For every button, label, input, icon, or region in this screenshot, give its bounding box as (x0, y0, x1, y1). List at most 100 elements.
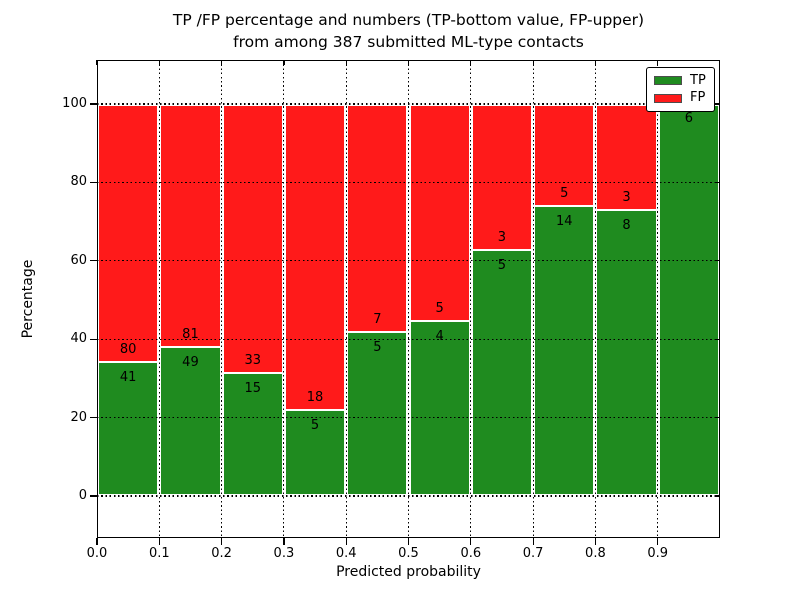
bar-value-label-tp: 41 (119, 370, 137, 386)
bar-value-label-tp: 49 (182, 355, 199, 371)
bar-value-label-fp: 5 (560, 186, 569, 202)
y-axis-tick (90, 338, 97, 340)
legend-label-fp: FP (690, 90, 706, 106)
x-axis-tick-top (532, 60, 534, 65)
x-axis-tick (221, 538, 223, 545)
x-axis-tick-top (158, 60, 160, 65)
x-axis-tick (283, 538, 285, 545)
plot-frame (97, 60, 720, 538)
bar-segment-fp (595, 104, 658, 211)
x-axis-tick (532, 538, 534, 545)
x-axis-tick-top (283, 60, 285, 65)
y-tick-label: 100 (62, 96, 87, 111)
x-tick-label: 0.9 (647, 546, 669, 561)
x-axis-tick (96, 538, 98, 545)
y-tick-label: 80 (70, 174, 87, 190)
bar-segment-fp (159, 104, 222, 349)
grid-line-vertical (532, 60, 534, 538)
x-axis-tick (594, 538, 597, 545)
x-tick-label: 0.6 (460, 546, 482, 561)
grid-line-horizontal (97, 260, 720, 262)
y-axis-tick (90, 103, 97, 105)
grid-line-horizontal (97, 181, 720, 183)
legend-swatch-fp (654, 93, 682, 103)
x-axis-tick (657, 538, 659, 545)
chart-title-line2: from among 387 submitted ML-type contact… (233, 33, 584, 51)
y-axis-tick-right (715, 103, 720, 105)
y-axis-tick-right (715, 181, 720, 184)
x-axis-tick (407, 538, 410, 545)
bar-value-label-tp: 8 (622, 217, 631, 233)
bar-value-label-tp: 5 (310, 417, 320, 433)
x-tick-label: 0.5 (398, 546, 419, 561)
y-tick-label: 40 (70, 331, 87, 347)
grid-line-horizontal (97, 495, 720, 497)
x-axis-label: Predicted probability (336, 564, 481, 580)
bar-value-label-tp: 15 (244, 380, 262, 396)
grid-line-horizontal (97, 103, 720, 105)
bar-value-label-tp: 5 (497, 258, 507, 273)
bar-segment-fp (283, 104, 347, 411)
x-tick-label: 0.4 (335, 546, 357, 561)
bar-value-label-fp: 80 (119, 342, 137, 358)
bar-segment-fp (346, 104, 409, 333)
bar-segment-fp (408, 104, 471, 322)
x-axis-tick (470, 538, 472, 545)
bar-value-label-fp: 33 (244, 352, 262, 368)
bar-segment-tp (657, 104, 720, 496)
chart-title: TP /FP percentage and numbers (TP-bottom… (17, 9, 800, 53)
bar-segment-fp (97, 104, 160, 364)
x-axis-tick-top (221, 60, 223, 65)
bar-value-label-tp: 6 (684, 111, 693, 126)
bar-segment-fp (533, 104, 596, 208)
bar-segment-tp (346, 332, 409, 496)
x-tick-label: 0.3 (273, 546, 295, 561)
bar-value-label-fp: 3 (622, 189, 631, 205)
bar-segment-tp (97, 363, 160, 496)
y-tick-label: 20 (70, 409, 87, 425)
x-axis-tick (345, 538, 347, 545)
x-axis-tick-top (470, 60, 472, 65)
x-tick-label: 0.2 (211, 546, 232, 561)
bar-value-label-fp: 5 (435, 300, 444, 316)
bar-segment-tp (159, 348, 222, 496)
x-axis-tick-top (345, 60, 347, 65)
x-axis-tick-top (657, 60, 659, 65)
y-axis-tick-right (715, 338, 720, 340)
legend-label-tp: TP (690, 72, 706, 88)
grid-line-vertical (221, 60, 223, 538)
grid-line-vertical (407, 60, 410, 538)
grid-line-horizontal (97, 417, 720, 419)
y-tick-label: 0 (78, 488, 87, 503)
bar-segment-tp (533, 207, 596, 496)
grid-line-vertical (158, 60, 160, 538)
bar-segment-tp (470, 251, 534, 496)
y-axis-tick-right (715, 260, 720, 262)
x-tick-label: 0.7 (522, 546, 544, 561)
y-axis-tick (90, 260, 97, 262)
y-axis-tick (90, 181, 97, 184)
y-axis-tick-right (715, 417, 720, 419)
bar-value-label-fp: 81 (182, 327, 199, 343)
grid-line-vertical (657, 60, 659, 538)
x-axis-tick-top (96, 60, 98, 65)
legend-entry-fp: FP (654, 91, 707, 105)
bar-value-label-tp: 4 (435, 328, 444, 344)
grid-line-vertical (283, 60, 285, 538)
bar-segment-tp (408, 321, 471, 496)
bar-segment-fp (221, 104, 284, 374)
legend-swatch-tp (654, 76, 682, 86)
bar-segment-tp (595, 210, 658, 496)
y-tick-label: 60 (70, 252, 87, 268)
x-tick-label: 0.0 (86, 546, 108, 561)
x-tick-label: 0.8 (585, 546, 606, 561)
legend-entry-tp: TP (654, 72, 707, 88)
bar-segment-tp (221, 373, 284, 496)
x-tick-label: 0.1 (148, 546, 170, 561)
y-axis-tick (90, 495, 97, 497)
bar-value-label-fp: 3 (497, 230, 507, 245)
bar-value-label-tp: 5 (373, 339, 382, 355)
grid-line-vertical (345, 60, 347, 538)
